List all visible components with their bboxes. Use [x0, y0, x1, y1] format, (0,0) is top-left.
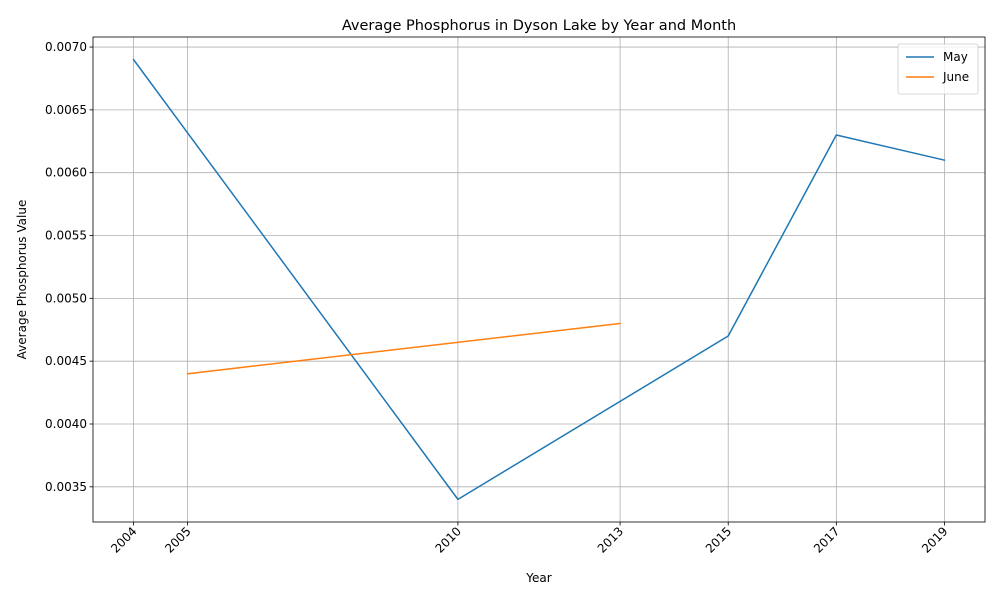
y-tick-label: 0.0070 — [45, 40, 87, 54]
y-axis-title: Average Phosphorus Value — [15, 200, 29, 360]
x-axis-title: Year — [525, 571, 551, 585]
y-tick-label: 0.0035 — [45, 480, 87, 494]
y-tick-label: 0.0060 — [45, 166, 87, 180]
grid — [93, 37, 985, 522]
legend-label-may: May — [943, 50, 968, 64]
series-line-may — [132, 58, 946, 501]
legend: May June — [897, 43, 979, 95]
y-tick-label: 0.0045 — [45, 354, 87, 368]
y-tick-label: 0.0065 — [45, 103, 87, 117]
series-line-june — [186, 322, 621, 375]
y-tick-label: 0.0050 — [45, 291, 87, 305]
y-tick-label: 0.0040 — [45, 417, 87, 431]
y-tick-label: 0.0055 — [45, 229, 87, 243]
series-lines — [132, 58, 946, 501]
plot-frame — [92, 36, 986, 523]
chart-title: Average Phosphorus in Dyson Lake by Year… — [342, 18, 736, 34]
legend-label-june: June — [942, 70, 969, 84]
y-axis: 0.0035 0.0040 0.0045 0.0050 0.0055 0.0060 0.00… — [45, 40, 93, 494]
